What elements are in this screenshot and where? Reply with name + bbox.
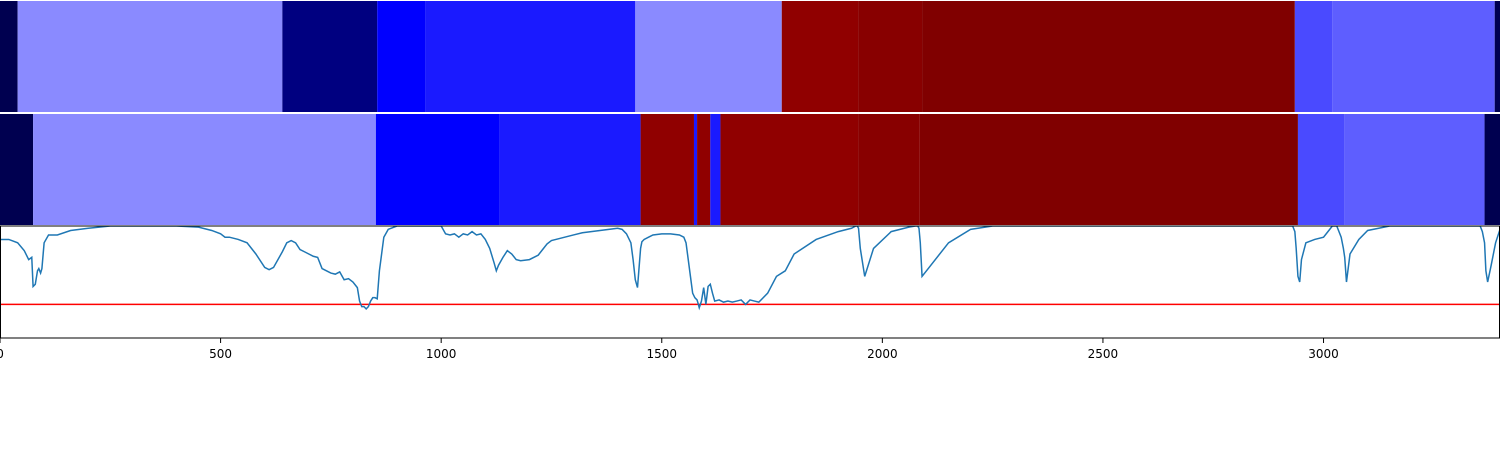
x-axis: 0 500 1000 1500 2000 2500 3000 [0, 338, 1339, 361]
x-tick-label: 0 [0, 347, 4, 361]
heatmap-segment [922, 1, 1295, 112]
heatmap-segment [635, 1, 782, 112]
heatmap-track-top [0, 1, 1500, 112]
heatmap-segment [17, 1, 283, 112]
x-tick-label: 2000 [867, 347, 898, 361]
heatmap-segment [33, 114, 376, 225]
heatmap-segment [640, 114, 694, 225]
heatmap-segment [710, 114, 721, 225]
heatmap-segment [781, 1, 859, 112]
heatmap-segment [697, 114, 711, 225]
x-tick-label: 2500 [1088, 347, 1119, 361]
heatmap-track-bottom [0, 114, 1500, 225]
heatmap-segment [0, 1, 18, 112]
heatmap-segment [499, 114, 641, 225]
heatmap-segment [1294, 1, 1333, 112]
x-tick-label: 1000 [426, 347, 457, 361]
heatmap-segment [377, 1, 426, 112]
heatmap-segment [1494, 1, 1500, 112]
heatmap-segment [720, 114, 859, 225]
heatmap-segment [858, 114, 920, 225]
heatmap-segment [282, 1, 378, 112]
heatmap-segment [1297, 114, 1345, 225]
line-plot-panel [0, 225, 1500, 339]
heatmap-segment [919, 114, 1298, 225]
heatmap-segment [0, 114, 34, 225]
series-line [0, 226, 1500, 311]
x-tick-label: 1500 [646, 347, 677, 361]
heatmap-segment [693, 114, 698, 225]
heatmap-segment [1344, 114, 1485, 225]
heatmap-segment [375, 114, 500, 225]
heatmap-segment [858, 1, 923, 112]
x-tick-label: 3000 [1308, 347, 1339, 361]
line-plot-frame [0, 225, 1500, 339]
heatmap-segment [425, 1, 636, 112]
heatmap-segment [1332, 1, 1495, 112]
heatmap-segment [1484, 114, 1500, 225]
x-tick-label: 500 [209, 347, 232, 361]
